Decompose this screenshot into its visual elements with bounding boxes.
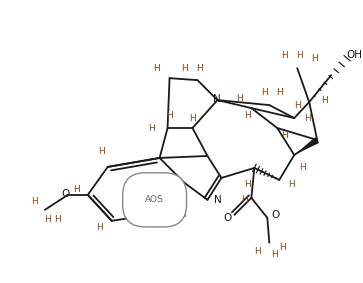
Text: H: H xyxy=(32,197,38,206)
Text: H: H xyxy=(261,88,268,97)
Text: H: H xyxy=(96,223,103,232)
Text: H: H xyxy=(166,111,173,120)
Text: H: H xyxy=(254,247,261,256)
Text: H: H xyxy=(45,215,51,224)
Text: H: H xyxy=(271,250,278,259)
Text: H: H xyxy=(294,100,301,110)
Text: H: H xyxy=(296,51,303,60)
Text: H: H xyxy=(279,243,286,252)
Text: H: H xyxy=(288,180,295,189)
Text: H: H xyxy=(196,64,203,73)
Text: O: O xyxy=(62,189,70,199)
Text: OH: OH xyxy=(346,50,362,60)
Text: H: H xyxy=(54,215,61,224)
Text: N: N xyxy=(213,94,220,104)
Text: H: H xyxy=(189,113,196,123)
Text: H: H xyxy=(244,180,251,189)
Text: N: N xyxy=(213,195,221,205)
Text: H: H xyxy=(281,130,287,140)
Text: H: H xyxy=(299,163,306,172)
Text: H: H xyxy=(98,147,105,156)
Text: H: H xyxy=(236,94,243,103)
Text: O: O xyxy=(223,213,232,223)
Text: H: H xyxy=(153,64,160,73)
Text: H: H xyxy=(281,51,287,60)
Text: O: O xyxy=(271,210,280,220)
Text: H: H xyxy=(244,111,251,120)
Text: H: H xyxy=(241,195,248,204)
Text: H: H xyxy=(276,88,283,97)
Text: H: H xyxy=(181,64,188,73)
Text: AOS: AOS xyxy=(145,195,164,204)
Text: H: H xyxy=(304,113,311,123)
Text: H: H xyxy=(148,124,155,132)
Text: H: H xyxy=(73,185,80,194)
Text: H: H xyxy=(311,54,318,63)
Polygon shape xyxy=(294,137,319,155)
Text: H: H xyxy=(321,96,327,105)
Text: H: H xyxy=(179,210,186,219)
